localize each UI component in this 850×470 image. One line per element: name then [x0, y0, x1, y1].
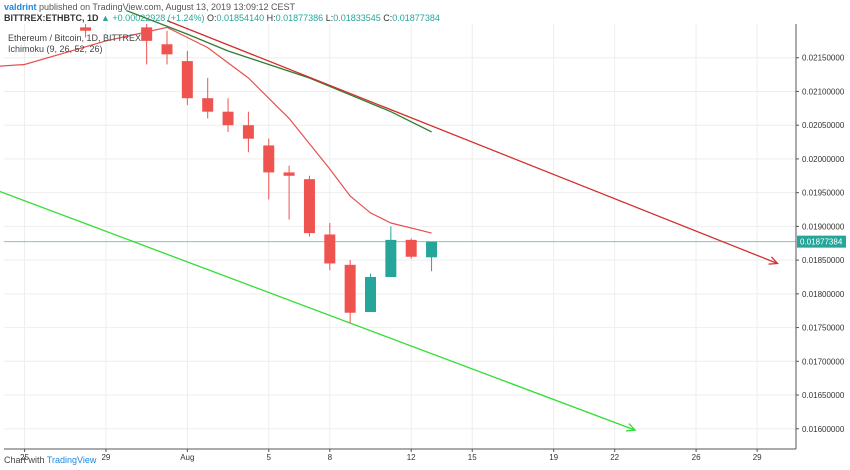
chart-legend: Ethereum / Bitcoin, 1D, BITTREX Ichimoku… — [8, 33, 141, 55]
candle-down[interactable] — [222, 98, 234, 132]
y-tick-label: 0.01850000 — [802, 256, 845, 265]
candle-body — [141, 27, 153, 41]
x-tick-label: 29 — [101, 453, 110, 462]
candle-body — [385, 239, 397, 277]
ichimoku-base-line — [126, 9, 432, 133]
x-tick-label: 25 — [20, 453, 29, 462]
current-price-badge — [797, 235, 846, 248]
x-tick-label: 15 — [468, 453, 477, 462]
y-tick-label: 0.01950000 — [802, 189, 845, 198]
support-trendline[interactable] — [0, 178, 636, 431]
tradingview-logo[interactable]: TradingView — [46, 455, 97, 465]
footer-prefix: Chart with — [4, 455, 45, 465]
candle-up[interactable] — [385, 226, 397, 277]
chart-footer: Chart with TradingView — [4, 455, 96, 465]
resistance-trendline[interactable] — [166, 20, 778, 265]
y-tick-label: 0.01800000 — [802, 290, 845, 299]
y-tick-label: 0.02100000 — [802, 87, 845, 96]
candle-down[interactable] — [303, 175, 315, 237]
close-label: C: — [383, 13, 393, 23]
close-value: 0.01877384 — [392, 13, 440, 23]
candle-body — [303, 179, 315, 234]
author-name[interactable]: valdrint — [4, 2, 37, 12]
candle-body — [202, 98, 214, 112]
y-tick-label: 0.01700000 — [802, 357, 845, 366]
x-tick-label: 8 — [328, 453, 333, 462]
candle-body — [283, 172, 295, 176]
candle-body — [263, 145, 275, 173]
y-tick-label: 0.02050000 — [802, 121, 845, 130]
current-price-label: 0.01877384 — [800, 238, 843, 247]
publish-info: valdrint published on TradingView.com, A… — [4, 2, 295, 12]
x-tick-label: 19 — [549, 453, 558, 462]
candle-body — [344, 264, 356, 313]
ohlc-bar: BITTREX:ETHBTC, 1D ▲ +0.00022928 (+1.24%… — [4, 13, 440, 23]
y-tick-label: 0.01900000 — [802, 222, 845, 231]
ichimoku-conversion-line — [0, 26, 432, 234]
y-tick-label: 0.01650000 — [802, 391, 845, 400]
candle-down[interactable] — [161, 30, 173, 65]
change-value: ▲ +0.00022928 (+1.24%) — [101, 13, 205, 23]
y-tick-label: 0.01750000 — [802, 324, 845, 333]
open-value: 0.01854140 — [216, 13, 265, 23]
x-tick-label: 26 — [692, 453, 701, 462]
candle-down[interactable] — [202, 77, 214, 119]
x-tick-label: 29 — [753, 453, 762, 462]
candle-down[interactable] — [283, 165, 295, 220]
candle-down[interactable] — [324, 223, 336, 271]
y-tick-label: 0.01600000 — [802, 425, 845, 434]
open-label: O: — [207, 13, 217, 23]
candle-down[interactable] — [344, 260, 356, 323]
candle-up[interactable] — [365, 273, 376, 313]
y-tick-label: 0.02150000 — [802, 54, 845, 63]
support-trendline-arrowhead — [626, 423, 637, 432]
candle-down[interactable] — [263, 138, 275, 200]
candle-down[interactable] — [242, 111, 254, 153]
candle-body — [80, 27, 92, 31]
symbol-label: BITTREX:ETHBTC, 1D — [4, 13, 99, 23]
candle-body — [426, 241, 438, 258]
candle-body — [161, 44, 173, 55]
candle-body — [222, 111, 234, 126]
publish-date: published on TradingView.com, August 13,… — [39, 2, 296, 12]
candle-body — [324, 234, 336, 264]
high-label: H: — [266, 13, 276, 23]
x-tick-label: 5 — [267, 453, 272, 462]
high-value: 0.01877386 — [275, 13, 324, 23]
candle-down[interactable] — [80, 24, 92, 38]
legend-indicator: Ichimoku (9, 26, 52, 26) — [8, 44, 103, 54]
x-tick-label: Aug — [180, 453, 194, 462]
candle-down[interactable] — [181, 50, 193, 105]
candle-up[interactable] — [426, 241, 438, 272]
candle-down[interactable] — [405, 238, 417, 259]
low-value: 0.01833545 — [333, 13, 381, 23]
candle-body — [242, 125, 254, 139]
low-label: L: — [325, 13, 334, 23]
candle-body — [181, 61, 193, 99]
candle-down[interactable] — [141, 24, 153, 65]
x-tick-label: 22 — [610, 453, 619, 462]
legend-title: Ethereum / Bitcoin, 1D, BITTREX — [8, 33, 142, 43]
candle-body — [405, 239, 417, 257]
x-tick-label: 12 — [407, 453, 416, 462]
y-tick-label: 0.02000000 — [802, 155, 845, 164]
resistance-trendline-arrowhead — [768, 256, 779, 265]
candle-body — [365, 276, 376, 313]
plot-area — [4, 24, 796, 449]
